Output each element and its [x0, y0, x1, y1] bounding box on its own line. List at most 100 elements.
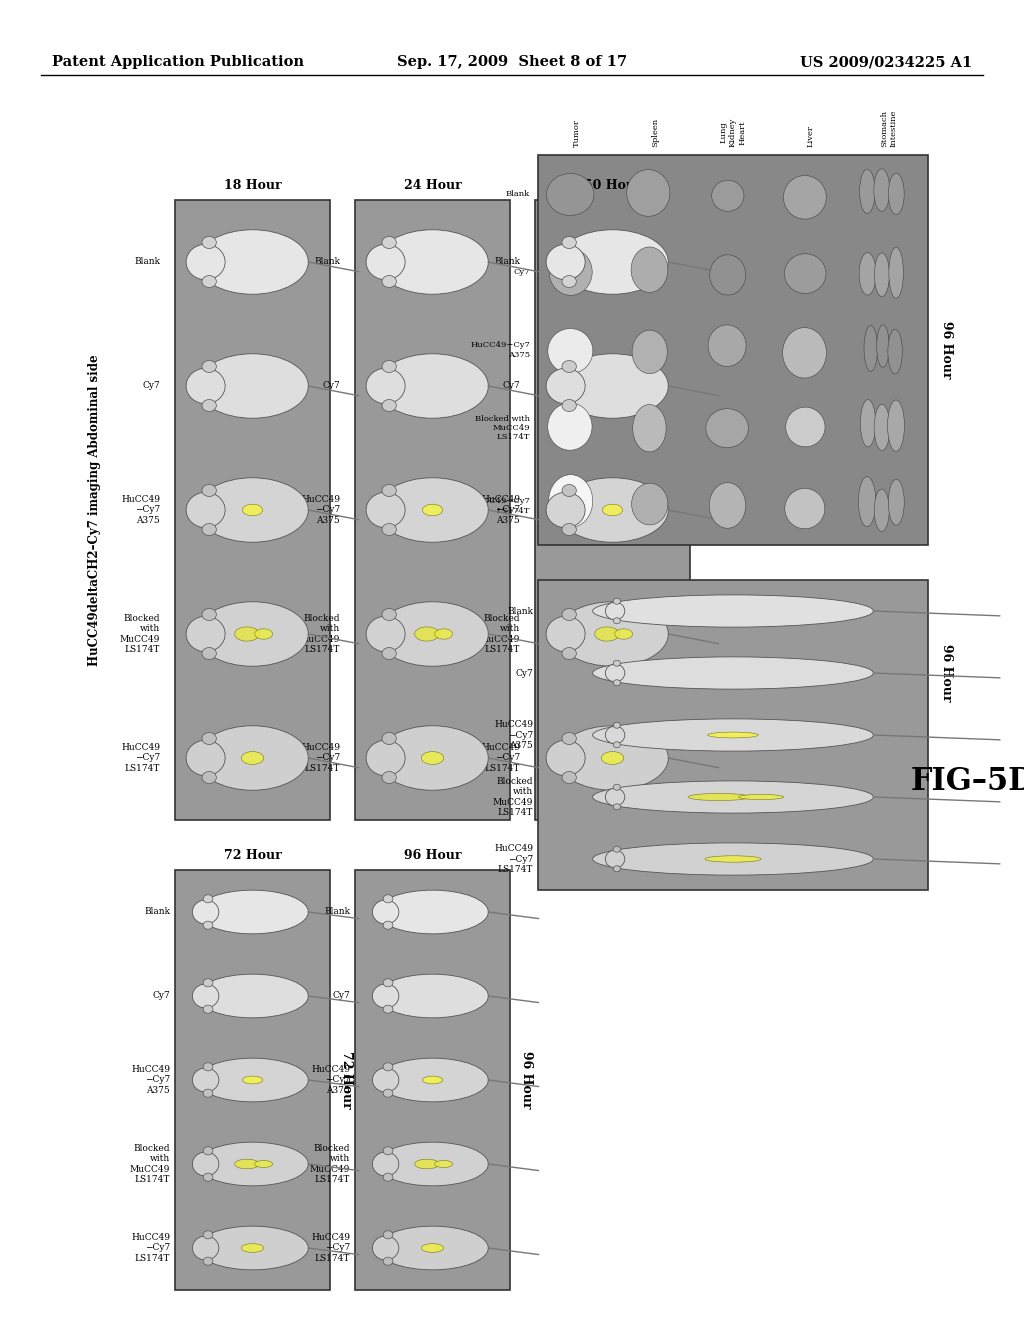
Ellipse shape	[435, 1160, 453, 1167]
Text: Blocked
with
MuCC49
LS174T: Blocked with MuCC49 LS174T	[493, 777, 534, 817]
Ellipse shape	[549, 248, 592, 296]
Text: 96 Hour: 96 Hour	[403, 849, 461, 862]
Ellipse shape	[889, 247, 903, 298]
Ellipse shape	[593, 843, 873, 875]
Ellipse shape	[197, 726, 308, 791]
Ellipse shape	[613, 598, 621, 605]
Ellipse shape	[602, 504, 623, 516]
Ellipse shape	[242, 751, 263, 764]
Ellipse shape	[562, 360, 577, 372]
Bar	[355, 201, 510, 820]
Text: HuCC49−Cy7
A375: HuCC49−Cy7 A375	[470, 342, 530, 359]
Ellipse shape	[613, 784, 621, 791]
Ellipse shape	[708, 325, 746, 367]
Ellipse shape	[435, 628, 453, 639]
Text: Cy7: Cy7	[153, 991, 170, 1001]
Ellipse shape	[383, 1173, 393, 1181]
Ellipse shape	[382, 360, 396, 372]
Ellipse shape	[874, 253, 890, 297]
Ellipse shape	[203, 978, 213, 987]
Text: Cy7: Cy7	[513, 268, 530, 276]
Text: HuCC49
−Cy7
LS174T: HuCC49 −Cy7 LS174T	[301, 743, 340, 774]
Ellipse shape	[546, 741, 585, 776]
Ellipse shape	[423, 504, 442, 516]
Text: Cy7: Cy7	[515, 668, 534, 677]
Ellipse shape	[377, 230, 488, 294]
Ellipse shape	[613, 660, 621, 667]
Ellipse shape	[197, 354, 308, 418]
Ellipse shape	[784, 253, 826, 293]
Text: 96 Hour: 96 Hour	[520, 1051, 534, 1109]
Ellipse shape	[203, 1230, 213, 1239]
Ellipse shape	[202, 609, 216, 620]
Ellipse shape	[377, 1059, 488, 1102]
Text: Cy7: Cy7	[323, 381, 340, 391]
Ellipse shape	[860, 400, 876, 447]
Ellipse shape	[562, 648, 577, 660]
Text: Blank: Blank	[314, 257, 340, 267]
Ellipse shape	[202, 360, 216, 372]
Ellipse shape	[632, 483, 668, 525]
Ellipse shape	[562, 276, 577, 288]
Ellipse shape	[197, 1059, 308, 1102]
Ellipse shape	[373, 983, 398, 1008]
Ellipse shape	[423, 1076, 442, 1084]
Ellipse shape	[377, 1226, 488, 1270]
Ellipse shape	[613, 866, 621, 871]
Ellipse shape	[383, 895, 393, 903]
Ellipse shape	[593, 595, 873, 627]
Text: HuCC49−Cy7
LS174T: HuCC49−Cy7 LS174T	[470, 498, 530, 515]
Ellipse shape	[613, 680, 621, 686]
Ellipse shape	[203, 1005, 213, 1014]
Ellipse shape	[203, 1147, 213, 1155]
Ellipse shape	[595, 627, 620, 642]
Ellipse shape	[373, 1152, 398, 1176]
Ellipse shape	[382, 648, 396, 660]
Ellipse shape	[197, 974, 308, 1018]
Text: HuCC49
−Cy7
LS174T: HuCC49 −Cy7 LS174T	[494, 843, 534, 874]
Ellipse shape	[383, 1005, 393, 1014]
Ellipse shape	[382, 524, 396, 536]
Ellipse shape	[706, 409, 749, 447]
Text: Lung
Kidney
Heart: Lung Kidney Heart	[720, 117, 746, 147]
Ellipse shape	[557, 602, 669, 667]
Ellipse shape	[377, 890, 488, 933]
Text: Cy7: Cy7	[502, 381, 520, 391]
Text: 72 Hour: 72 Hour	[223, 849, 282, 862]
Ellipse shape	[367, 244, 406, 280]
Text: Blank: Blank	[507, 606, 534, 615]
Ellipse shape	[631, 247, 668, 293]
Ellipse shape	[383, 1063, 393, 1071]
Ellipse shape	[421, 751, 443, 764]
Ellipse shape	[877, 325, 889, 367]
Ellipse shape	[873, 169, 890, 211]
Ellipse shape	[203, 1257, 213, 1266]
Text: Sep. 17, 2009  Sheet 8 of 17: Sep. 17, 2009 Sheet 8 of 17	[397, 55, 627, 69]
Ellipse shape	[383, 921, 393, 929]
Ellipse shape	[557, 230, 669, 294]
Text: 50 Hour: 50 Hour	[584, 180, 641, 191]
Ellipse shape	[234, 1159, 259, 1168]
Ellipse shape	[202, 484, 216, 496]
Ellipse shape	[377, 602, 488, 667]
Text: 96 Hour: 96 Hour	[940, 321, 953, 379]
Ellipse shape	[782, 327, 826, 378]
Text: HuCC49
−Cy7
LS174T: HuCC49 −Cy7 LS174T	[131, 1233, 170, 1263]
Ellipse shape	[859, 252, 877, 296]
Ellipse shape	[255, 628, 272, 639]
Ellipse shape	[705, 855, 761, 862]
Ellipse shape	[377, 726, 488, 791]
Ellipse shape	[562, 236, 577, 248]
Ellipse shape	[186, 492, 225, 528]
Ellipse shape	[242, 1243, 263, 1253]
Text: Blocked
with
MuCC49
LS174T: Blocked with MuCC49 LS174T	[309, 1144, 350, 1184]
Ellipse shape	[785, 407, 825, 447]
Text: 24 Hour: 24 Hour	[403, 180, 462, 191]
Ellipse shape	[367, 741, 406, 776]
Ellipse shape	[377, 354, 488, 418]
Text: Blocked
with
MuCC49
LS174T: Blocked with MuCC49 LS174T	[300, 614, 340, 655]
Ellipse shape	[383, 1147, 393, 1155]
Text: Patent Application Publication: Patent Application Publication	[52, 55, 304, 69]
Ellipse shape	[710, 483, 745, 528]
Ellipse shape	[547, 173, 594, 215]
